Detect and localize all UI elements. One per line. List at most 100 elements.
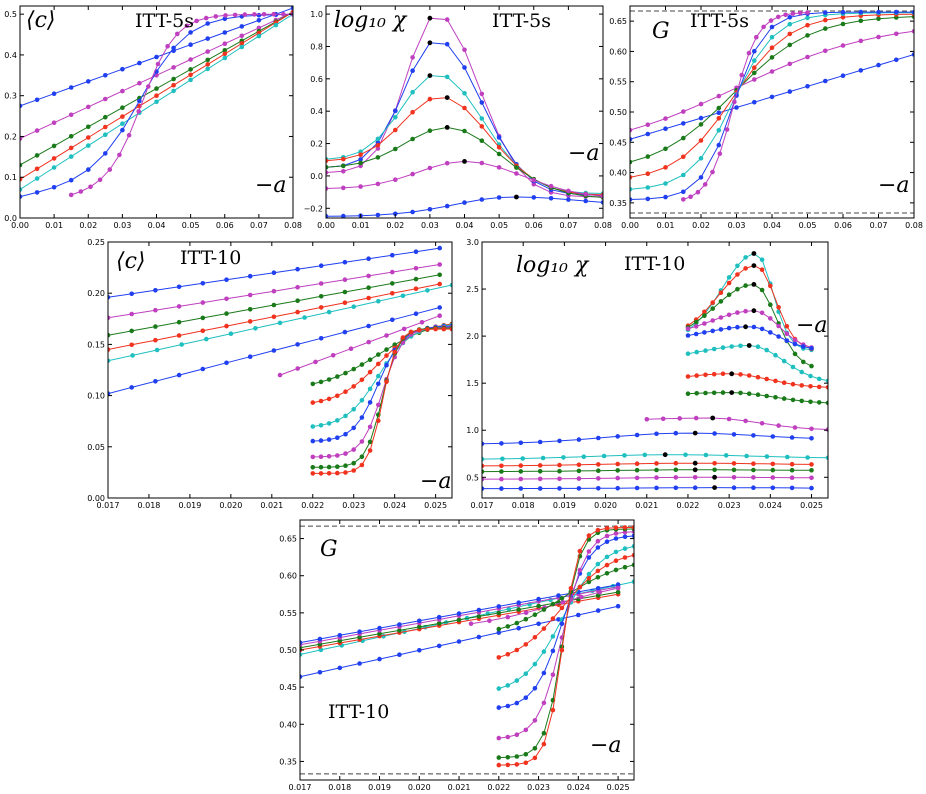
peak-marker [743,324,748,330]
data-point [532,718,538,723]
data-point [188,72,193,78]
data-point [712,467,717,473]
data-point [894,57,899,63]
data-point [583,192,588,197]
data-point [277,372,283,378]
data-point [604,539,610,544]
data-point [205,57,210,63]
x-tick-label: 0.05 [799,221,817,230]
data-point [188,57,193,62]
data-point [720,390,726,395]
data-point [840,43,846,48]
data-point [496,735,502,741]
data-point [743,418,748,424]
data-point [137,80,142,86]
data-point [341,213,346,218]
data-point [787,61,793,67]
x-tick-label: 0.00 [317,221,335,230]
data-point [615,603,621,609]
data-point [840,9,846,15]
data-point [129,328,134,334]
data-point [559,647,565,653]
data-point [768,283,773,289]
data-point [146,84,151,89]
data-point [281,11,286,17]
data-point [703,348,708,353]
data-point [615,468,620,473]
data-point [153,337,158,343]
data-point [393,146,398,152]
data-point [224,296,229,302]
x-tick-label: 0.00 [11,221,29,230]
data-point [663,165,668,170]
data-point [712,431,717,436]
data-point [310,465,316,470]
y-tick-label: 0.65 [279,535,297,544]
data-point [738,390,743,396]
data-point [595,608,601,613]
y-tick-label: 3.0 [466,238,479,247]
data-point [357,629,362,634]
data-point [337,633,343,638]
data-point [576,462,582,468]
data-point [541,626,547,631]
data-point [548,196,554,201]
data-point [86,167,91,172]
data-point [816,384,822,390]
data-point [536,603,541,609]
y-tick-label: 1.0 [466,426,479,435]
data-point [702,309,707,315]
data-point [222,30,228,35]
data-point [654,467,659,473]
data-point [550,672,556,677]
data-point [326,396,332,402]
y-tick-label: 0.1 [4,173,17,182]
data-point [295,285,300,290]
data-point [108,391,111,396]
data-point [351,460,357,466]
data-point [154,99,159,105]
data-point [179,342,184,347]
data-point [462,91,467,96]
series-line-7 [71,13,293,196]
data-point [176,304,182,309]
data-point [496,626,502,632]
x-tick-label: 0.017 [97,501,120,510]
data-point [479,138,485,143]
data-point [673,467,679,473]
data-point [532,746,538,751]
series-line-12 [482,462,812,467]
data-point [586,549,592,554]
data-point [335,374,340,379]
data-point [300,674,303,679]
data-point [176,284,182,290]
data-point [348,346,354,352]
data-point [205,66,210,72]
data-point [805,22,810,28]
data-point [444,41,450,47]
data-point [247,292,253,298]
data-point [654,461,659,466]
data-point [496,604,502,609]
data-point [601,453,607,459]
data-point [200,300,206,305]
data-point [716,116,722,121]
data-point [247,354,253,360]
data-point [622,525,628,530]
data-point [200,315,206,321]
x-tick-label: 0.020 [219,501,242,510]
data-point [768,330,773,335]
data-point [351,304,357,310]
data-point [444,203,450,209]
data-point [410,68,415,73]
peak-marker [427,40,433,46]
data-point [536,621,541,627]
data-point [34,97,40,103]
axes-frame [481,241,829,499]
data-point [341,185,346,191]
data-point [375,155,381,160]
y-tick-label: 0.8 [310,42,323,51]
data-point [505,652,511,657]
data-point [318,263,324,269]
peak-marker [751,263,757,268]
